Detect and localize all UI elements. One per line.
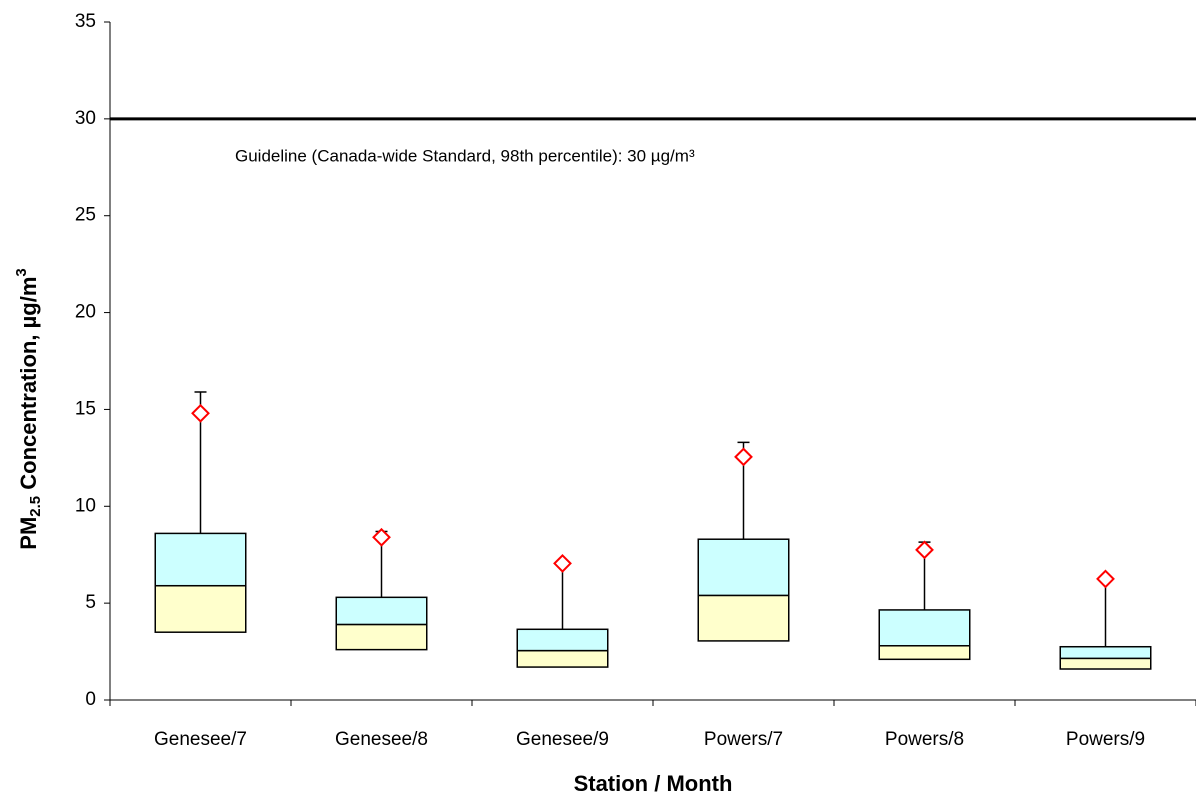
x-tick-label: Powers/7 [704, 729, 783, 750]
y-tick-label: 0 [85, 689, 96, 710]
y-tick-label: 10 [75, 495, 96, 516]
box-lower [878, 645, 971, 661]
y-label-sup: 3 [13, 268, 30, 276]
x-tick-label: Genesee/7 [154, 729, 247, 750]
box-lower [516, 649, 609, 668]
x-tick-label: Powers/9 [1066, 729, 1145, 750]
box-upper [516, 628, 609, 652]
mean-marker [1096, 569, 1115, 589]
y-tick-label: 20 [75, 302, 96, 323]
guideline-label: Guideline (Canada-wide Standard, 98th pe… [235, 146, 695, 165]
box-upper [154, 532, 247, 587]
x-tick-label: Genesee/9 [516, 729, 609, 750]
y-axis-label: PM2.5 Concentration, µg/m3 [13, 268, 44, 549]
box-upper [1059, 645, 1152, 660]
box-lower [697, 594, 790, 642]
box-lower [1059, 657, 1152, 670]
y-label-part: PM [16, 517, 41, 550]
box-upper [335, 596, 428, 626]
box-lower [335, 623, 428, 651]
x-tick-label: Powers/8 [885, 729, 964, 750]
mean-marker [191, 403, 210, 423]
mean-marker [734, 447, 753, 467]
mean-marker [915, 540, 934, 560]
y-tick-label: 15 [75, 398, 96, 419]
x-tick-label: Genesee/8 [335, 729, 428, 750]
y-tick-label: 35 [75, 11, 96, 32]
x-axis-label: Station / Month [574, 771, 733, 796]
mean-marker [372, 527, 391, 547]
y-tick-label: 30 [75, 108, 96, 129]
y-tick-label: 5 [85, 592, 96, 613]
y-tick-label: 25 [75, 205, 96, 226]
mean-marker [553, 554, 572, 573]
box-upper [878, 609, 971, 647]
box-lower [154, 584, 247, 633]
y-label-part: Concentration, µg/m [16, 277, 41, 496]
box-upper [697, 538, 790, 597]
y-label-sub: 2.5 [27, 496, 44, 517]
